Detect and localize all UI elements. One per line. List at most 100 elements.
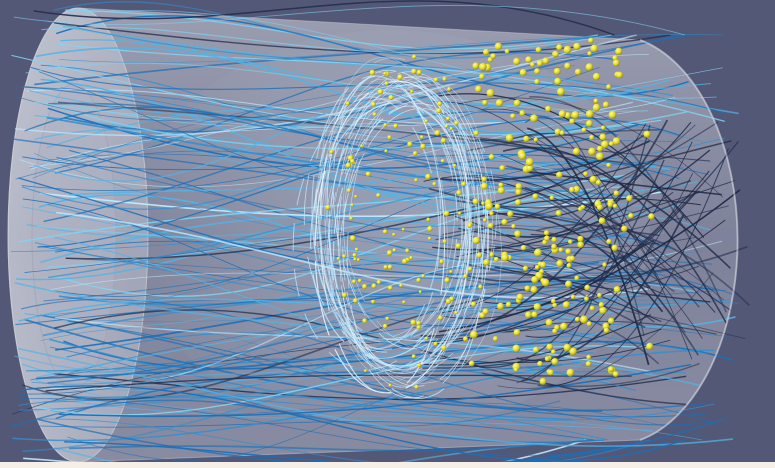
- particle: [342, 292, 347, 298]
- particle: [593, 98, 599, 104]
- particle: [534, 68, 541, 75]
- particle: [482, 99, 488, 106]
- particle: [427, 225, 433, 232]
- particle: [537, 360, 543, 367]
- particle: [571, 111, 580, 119]
- particle: [416, 320, 421, 326]
- particle: [526, 164, 534, 172]
- particle: [461, 181, 467, 187]
- particle: [592, 72, 601, 81]
- particle: [470, 330, 478, 339]
- streamline: [45, 67, 723, 128]
- particle: [513, 367, 519, 372]
- particle: [513, 57, 521, 66]
- particle: [325, 204, 331, 210]
- particle: [612, 59, 620, 67]
- particle: [516, 293, 524, 301]
- streamline: [20, 385, 686, 462]
- particle: [572, 147, 581, 156]
- streamline: [68, 149, 674, 274]
- particle: [545, 105, 552, 112]
- streamline-dark: [502, 146, 727, 324]
- streamline-dark: [529, 96, 728, 313]
- particle: [558, 110, 566, 118]
- particle: [468, 360, 475, 367]
- particle: [539, 377, 547, 385]
- particle: [530, 114, 538, 123]
- particle: [383, 71, 387, 76]
- particle: [514, 230, 522, 238]
- particle: [564, 62, 571, 70]
- particle: [621, 225, 628, 232]
- vortex-loop: [343, 92, 476, 339]
- particle: [479, 62, 487, 71]
- particle: [505, 134, 514, 142]
- streamline: [18, 347, 733, 447]
- particle: [452, 163, 457, 168]
- particle: [411, 68, 417, 75]
- streamline: [34, 34, 626, 86]
- vortex-loop: [320, 102, 480, 369]
- particle: [501, 218, 508, 226]
- particle: [376, 193, 381, 198]
- particle: [566, 262, 572, 269]
- particle: [602, 322, 610, 330]
- particle: [573, 185, 581, 193]
- streamline-dark: [495, 265, 700, 309]
- vortex-loop: [314, 80, 471, 394]
- particle: [602, 262, 607, 267]
- particle: [495, 99, 504, 107]
- particle: [615, 47, 623, 55]
- particle: [519, 68, 527, 77]
- streamline-dark: [480, 191, 674, 252]
- streamline-dark: [444, 170, 710, 320]
- particle: [494, 203, 501, 210]
- particle: [392, 248, 397, 252]
- particle: [600, 140, 609, 149]
- particle: [562, 301, 570, 309]
- particle: [454, 120, 459, 126]
- streamline-dark: [521, 124, 651, 382]
- particle: [387, 285, 393, 291]
- particle: [577, 235, 584, 243]
- streamline-dark: [517, 197, 701, 206]
- particle: [559, 130, 565, 136]
- streamline-dark: [481, 362, 700, 388]
- particle: [472, 236, 481, 245]
- particle: [371, 101, 376, 107]
- particle: [546, 343, 554, 351]
- vortex-loop: [332, 69, 467, 350]
- particle: [589, 134, 595, 140]
- particle: [478, 284, 483, 290]
- vortex-loop: [317, 86, 455, 338]
- particle: [613, 190, 620, 197]
- particle: [595, 179, 602, 186]
- streamline-dark: [506, 165, 700, 308]
- particle: [483, 258, 490, 266]
- particle: [554, 128, 562, 135]
- vortex-loop: [292, 98, 458, 370]
- particle: [534, 264, 540, 270]
- particle: [388, 383, 392, 387]
- particle: [492, 336, 499, 342]
- particle: [356, 258, 360, 262]
- particle: [362, 283, 368, 290]
- particle: [514, 199, 522, 206]
- particle: [603, 327, 610, 334]
- particle: [565, 248, 572, 255]
- particle: [542, 57, 550, 65]
- particle: [608, 317, 615, 325]
- particle: [568, 239, 573, 245]
- streamline: [34, 115, 661, 210]
- particle: [345, 162, 352, 169]
- particle: [532, 193, 539, 200]
- particle: [585, 110, 594, 118]
- particle: [387, 264, 393, 270]
- streamline: [62, 25, 739, 115]
- particle: [531, 311, 538, 318]
- bottom-strip: [0, 462, 775, 468]
- particle: [399, 283, 403, 288]
- particle: [369, 69, 376, 76]
- streamline-dark: [516, 214, 685, 362]
